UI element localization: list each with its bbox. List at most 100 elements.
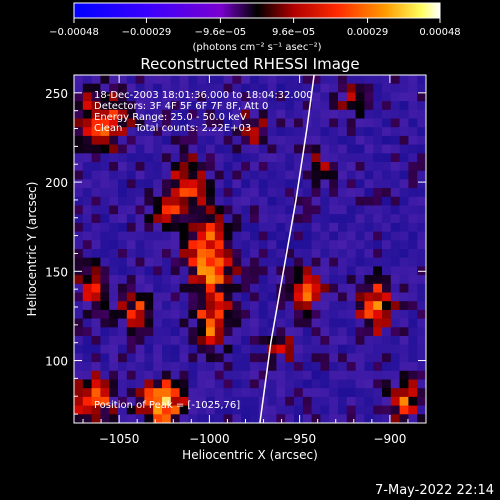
- heatmap-cell: [294, 83, 304, 93]
- heatmap-cell: [302, 249, 313, 259]
- heatmap-cell: [294, 170, 304, 180]
- heatmap-cell: [82, 240, 93, 250]
- heatmap-cell: [373, 283, 383, 294]
- heatmap-cell: [144, 405, 154, 415]
- heatmap-cell: [294, 405, 304, 415]
- heatmap-cell: [118, 353, 128, 363]
- heatmap-cell: [390, 414, 401, 423]
- heatmap-cell: [179, 249, 189, 259]
- heatmap-cell: [382, 309, 392, 320]
- heatmap-cell: [267, 257, 277, 267]
- heatmap-cell: [258, 318, 269, 328]
- heatmap-cell: [258, 353, 269, 363]
- heatmap-cell: [100, 153, 110, 163]
- heatmap-cell: [82, 75, 93, 85]
- heatmap-cell: [267, 109, 277, 120]
- heatmap-cell: [223, 135, 233, 146]
- heatmap-cell: [258, 188, 269, 198]
- heatmap-cell: [162, 344, 172, 354]
- heatmap-cell: [338, 396, 348, 407]
- heatmap-cell: [320, 396, 330, 407]
- heatmap-cell: [294, 162, 304, 172]
- heatmap-cell: [162, 292, 172, 302]
- heatmap-cell: [250, 240, 260, 250]
- heatmap-cell: [170, 153, 181, 163]
- heatmap-cell: [250, 249, 260, 259]
- heatmap-cell: [126, 144, 137, 154]
- heatmap-cell: [320, 109, 330, 120]
- heatmap-cell: [408, 379, 418, 389]
- heatmap-cell: [417, 301, 426, 311]
- heatmap-cell: [232, 135, 242, 146]
- heatmap-cell: [214, 257, 225, 267]
- heatmap-cell: [373, 92, 383, 102]
- heatmap-cell: [390, 170, 401, 180]
- heatmap-cell: [267, 362, 277, 372]
- heatmap-cell: [91, 362, 101, 372]
- heatmap-cell: [232, 283, 242, 294]
- heatmap-cell: [302, 205, 313, 215]
- heatmap-cell: [382, 83, 392, 93]
- heatmap-cell: [276, 379, 286, 389]
- heatmap-cell: [109, 301, 119, 311]
- heatmap-cell: [162, 414, 172, 423]
- heatmap-cell: [74, 162, 84, 172]
- heatmap-cell: [197, 101, 207, 111]
- heatmap-cell: [399, 388, 409, 398]
- heatmap-cell: [373, 205, 383, 215]
- heatmap-cell: [214, 388, 225, 398]
- heatmap-cell: [276, 405, 286, 415]
- heatmap-cell: [241, 231, 251, 241]
- heatmap-cell: [250, 379, 260, 389]
- heatmap-cell: [408, 292, 418, 302]
- heatmap-cell: [417, 257, 426, 267]
- heatmap-cell: [285, 170, 295, 180]
- heatmap-cell: [417, 362, 426, 372]
- heatmap-cell: [338, 205, 348, 215]
- heatmap-cell: [170, 396, 181, 407]
- heatmap-cell: [241, 370, 251, 381]
- heatmap-cell: [109, 83, 119, 93]
- heatmap-cell: [232, 101, 242, 111]
- heatmap-cell: [346, 179, 357, 189]
- heatmap-cell: [294, 388, 304, 398]
- heatmap-cell: [329, 240, 339, 250]
- heatmap-cell: [188, 327, 198, 337]
- heatmap-cell: [285, 266, 295, 276]
- heatmap-cell: [197, 405, 207, 415]
- heatmap-cell: [188, 370, 198, 381]
- heatmap-cell: [258, 257, 269, 267]
- heatmap-cell: [162, 353, 172, 363]
- heatmap-cell: [197, 222, 207, 233]
- heatmap-cell: [302, 109, 313, 120]
- heatmap-cell: [179, 370, 189, 381]
- heatmap-cell: [223, 405, 233, 415]
- heatmap-cell: [311, 414, 321, 423]
- heatmap-cell: [364, 135, 374, 146]
- x-axis-ticks: −1050 −1000 −950 −900: [82, 75, 427, 446]
- heatmap-cell: [267, 179, 277, 189]
- heatmap-cell: [355, 109, 365, 120]
- heatmap-cell: [179, 266, 189, 276]
- heatmap-cell: [408, 135, 418, 146]
- heatmap-cell: [355, 249, 365, 259]
- heatmap-cell: [179, 92, 189, 102]
- heatmap-cell: [109, 240, 119, 250]
- heatmap-cell: [320, 170, 330, 180]
- heatmap-cell: [382, 92, 392, 102]
- heatmap-cell: [294, 222, 304, 233]
- heatmap-cell: [399, 109, 409, 120]
- heatmap-cell: [100, 205, 110, 215]
- heatmap-cell: [100, 214, 110, 224]
- heatmap-cell: [153, 414, 163, 423]
- heatmap-cell: [364, 396, 374, 407]
- heatmap-cell: [100, 336, 110, 346]
- heatmap-cell: [258, 266, 269, 276]
- heatmap-cell: [320, 231, 330, 241]
- heatmap-cell: [417, 327, 426, 337]
- heatmap-cell: [214, 135, 225, 146]
- heatmap-cell: [74, 336, 84, 346]
- heatmap-cell: [329, 118, 339, 128]
- heatmap-cell: [267, 214, 277, 224]
- heatmap-cell: [267, 205, 277, 215]
